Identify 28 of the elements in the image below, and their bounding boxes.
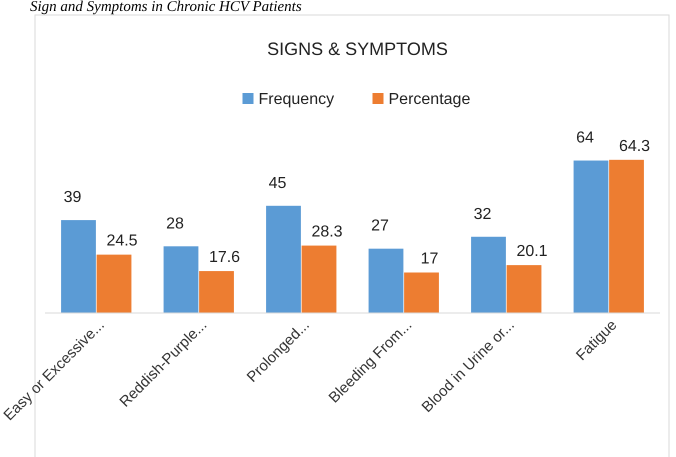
legend-label: Percentage bbox=[388, 91, 470, 108]
bar bbox=[266, 206, 301, 313]
bar bbox=[368, 248, 404, 313]
data-label: 20.1 bbox=[516, 243, 548, 260]
bar bbox=[199, 271, 234, 313]
data-label: 39 bbox=[64, 189, 82, 206]
data-label: 27 bbox=[371, 218, 389, 235]
chart-title: SIGNS & SYMPTOMS bbox=[267, 39, 448, 59]
bar bbox=[471, 236, 506, 313]
bar bbox=[164, 246, 198, 313]
bar bbox=[61, 220, 96, 313]
data-label: 24.5 bbox=[106, 232, 138, 250]
bar bbox=[404, 272, 439, 313]
data-label: 45 bbox=[268, 174, 286, 192]
data-label: 32 bbox=[474, 206, 492, 223]
bar bbox=[609, 160, 644, 313]
data-label: 64.3 bbox=[618, 138, 650, 155]
bar bbox=[96, 254, 132, 313]
bar bbox=[574, 160, 608, 313]
legend-label: Frequency bbox=[258, 91, 334, 108]
bar bbox=[506, 265, 542, 313]
data-label: 28 bbox=[166, 215, 184, 232]
data-label: 17 bbox=[420, 250, 439, 268]
data-label: 28.3 bbox=[311, 224, 343, 241]
data-label: 64 bbox=[576, 130, 594, 147]
text: Sign and Symptoms in Chronic HCV Patients bbox=[30, 0, 302, 15]
data-label: 17.6 bbox=[208, 249, 240, 266]
bar bbox=[302, 246, 336, 313]
